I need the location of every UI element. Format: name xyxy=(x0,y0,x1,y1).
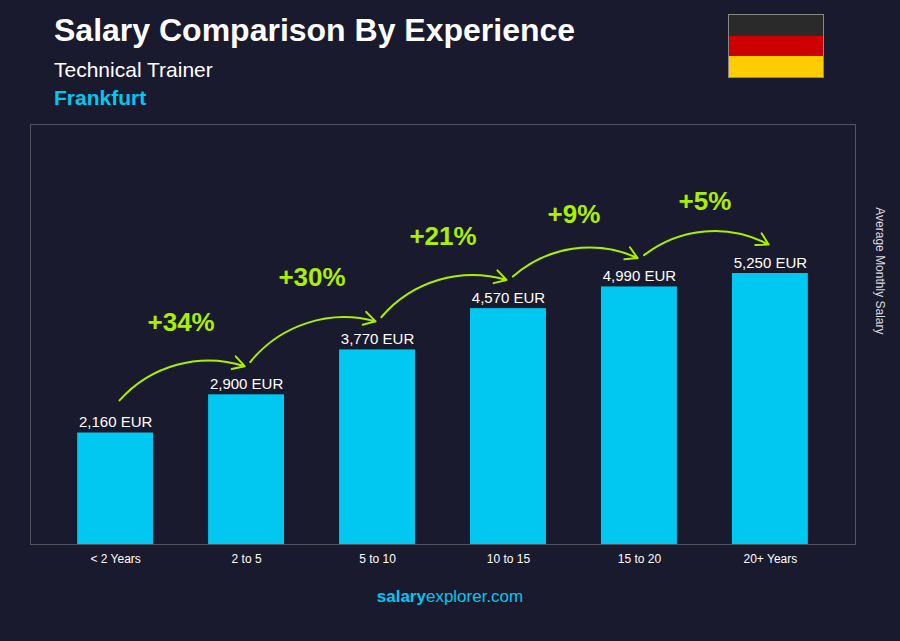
svg-text:Average Monthly Salary: Average Monthly Salary xyxy=(873,207,887,334)
html-text:Frankfurt: Frankfurt xyxy=(54,86,147,109)
svg-text:+30%: +30% xyxy=(278,262,345,292)
svg-text:2,160 EUR: 2,160 EUR xyxy=(79,413,153,430)
svg-text:3,770 EUR: 3,770 EUR xyxy=(341,330,415,347)
svg-text:4,990 EUR: 4,990 EUR xyxy=(603,267,677,284)
svg-text:2 to 5: 2 to 5 xyxy=(232,552,262,566)
svg-text:5 to 10: 5 to 10 xyxy=(359,552,396,566)
svg-text:20+ Years: 20+ Years xyxy=(744,552,798,566)
svg-text:5,250 EUR: 5,250 EUR xyxy=(734,254,808,271)
svg-text:10 to 15: 10 to 15 xyxy=(487,552,531,566)
svg-text:+5%: +5% xyxy=(679,186,732,216)
html-text:Salary Comparison By Experienc: Salary Comparison By Experience xyxy=(54,12,576,48)
html-text:Technical Trainer: Technical Trainer xyxy=(54,58,213,81)
svg-text:4,570 EUR: 4,570 EUR xyxy=(472,289,546,306)
svg-text:+21%: +21% xyxy=(409,221,476,251)
svg-text:< 2 Years: < 2 Years xyxy=(90,552,140,566)
html-text:salary explorer.com: salary explorer.com xyxy=(376,587,524,606)
svg-text:2,900 EUR: 2,900 EUR xyxy=(210,375,284,392)
svg-text:+9%: +9% xyxy=(548,199,601,229)
svg-text:15 to 20: 15 to 20 xyxy=(618,552,662,566)
svg-text:+34%: +34% xyxy=(147,307,214,337)
